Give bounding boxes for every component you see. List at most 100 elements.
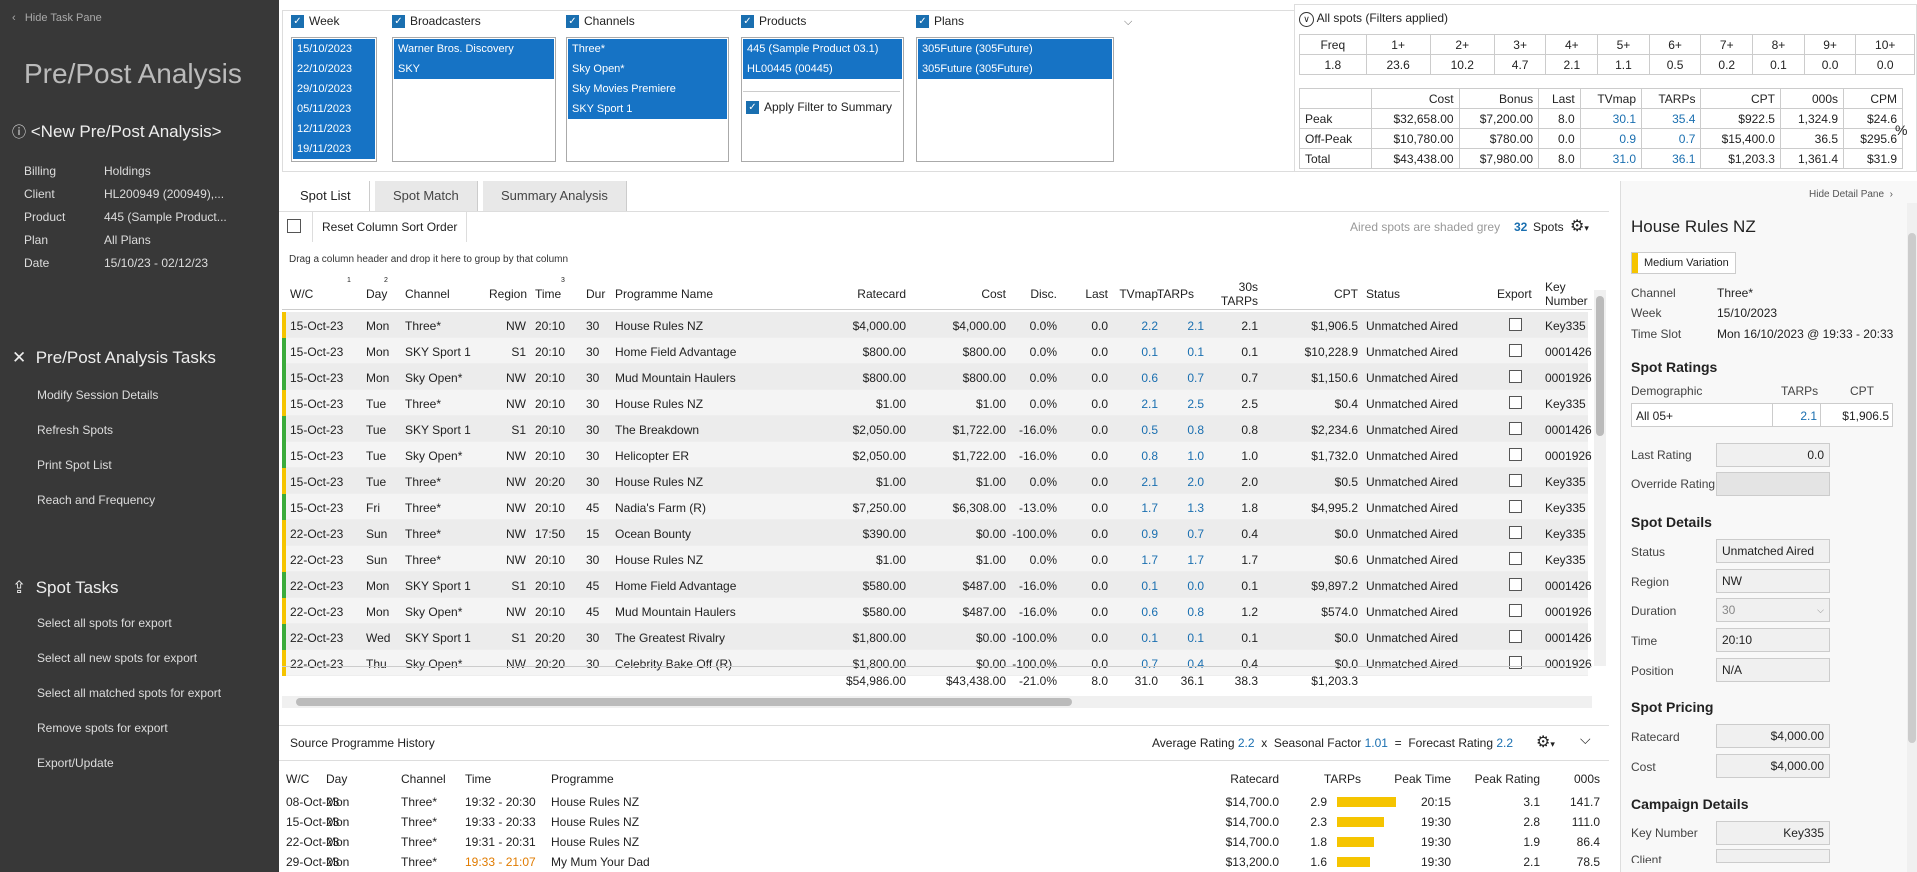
table-row[interactable]: 22-Oct-23 Thu Sky Open* NW 20:20 30 Celebrity … [282,650,1592,676]
export-checkbox[interactable] [1509,474,1522,487]
channels-filter-checkbox[interactable]: ✓ Channels [566,14,635,29]
tab-summary-analysis[interactable]: Summary Analysis [483,181,627,211]
plans-item[interactable]: 305Future (305Future) [918,59,1112,79]
column-header[interactable]: Time [535,287,562,301]
products-item[interactable]: 445 (Sample Product 03.1) [743,39,902,59]
export-checkbox[interactable] [1509,526,1522,539]
history-column-header[interactable]: Programme [551,772,614,786]
export-checkbox[interactable] [1509,422,1522,435]
column-header[interactable]: Disc. [1030,287,1057,301]
export-checkbox[interactable] [1509,500,1522,513]
channels-item[interactable]: Sky Open* [568,59,727,79]
task-link[interactable]: Print Spot List [37,458,112,472]
history-settings-icon[interactable]: ⚙▾ [1536,734,1555,751]
task-link[interactable]: Modify Session Details [37,388,159,402]
export-checkbox[interactable] [1509,448,1522,461]
history-column-header[interactable]: Ratecard [1230,772,1279,786]
column-header[interactable]: Programme Name [615,287,714,301]
column-header[interactable]: Dur [586,287,606,301]
hide-task-pane-button[interactable]: ‹ Hide Task Pane [12,12,102,24]
week-item[interactable]: 15/10/2023 [293,39,375,59]
column-header[interactable]: Status [1366,287,1401,301]
analysis-name[interactable]: ⓘ <New Pre/Post Analysis> [12,122,222,141]
column-header[interactable]: TVmap [1119,287,1158,301]
table-row[interactable]: 15-Oct-23 Mon Three* NW 20:10 30 House Rules N… [282,312,1588,338]
reset-sort-button[interactable]: Reset Column Sort Order [312,212,468,242]
products-filter-checkbox[interactable]: ✓ Products [741,14,806,29]
table-row[interactable]: 22-Oct-23 Wed SKY Sport 1 S1 20:20 30 The Grea… [282,624,1592,650]
history-column-header[interactable]: W/C [286,772,310,786]
collapse-history-icon[interactable]: ⌵ [1580,731,1591,747]
column-header[interactable]: Ratecard [857,287,906,301]
week-item[interactable]: 29/10/2023 [293,79,375,99]
export-checkbox[interactable] [1509,370,1522,383]
spot-task-link[interactable]: Remove spots for export [37,721,168,735]
channels-listbox[interactable]: Three* Sky Open* Sky Movies Premiere SKY Sp… [566,37,729,162]
export-checkbox[interactable] [1509,578,1522,591]
spot-task-link[interactable]: Select all matched spots for export [37,686,222,700]
percent-toggle[interactable]: % [1895,122,1908,138]
duration-select[interactable]: 30 ⌵ [1716,598,1830,622]
plans-filter-checkbox[interactable]: ✓ Plans [916,14,964,29]
week-item[interactable]: 22/10/2023 [293,59,375,79]
spot-task-link[interactable]: Select all new spots for export [37,651,198,665]
hide-detail-pane-button[interactable]: Hide Detail Pane › [1809,189,1893,200]
channels-item[interactable]: Three* [568,39,727,59]
export-checkbox[interactable] [1509,552,1522,565]
history-column-header[interactable]: Day [326,772,348,786]
history-column-header[interactable]: Time [465,772,492,786]
column-header[interactable]: Channel [405,287,450,301]
broadcasters-listbox[interactable]: Warner Bros. Discovery SKY [392,37,556,162]
table-row[interactable]: 22-Oct-23 Sun Three* NW 17:50 15 Ocean Bounty $… [282,520,1588,546]
channels-item[interactable]: SKY Sport 1 [568,99,727,119]
table-row[interactable]: 15-Oct-23 Tue Three* NW 20:10 30 House Rules N… [282,390,1588,416]
broadcasters-item[interactable]: SKY [394,59,554,79]
column-header[interactable]: Export [1497,287,1532,301]
table-row[interactable]: 15-Oct-23 Tue Sky Open* NW 20:10 30 Helicopter… [282,442,1592,468]
table-row[interactable]: 15-Oct-23 Tue Three* NW 20:20 30 House Rules N… [282,468,1588,494]
week-item[interactable]: 12/11/2023 [293,119,375,139]
table-row[interactable]: 15-Oct-23 Mon SKY Sport 1 S1 20:10 30 Home Fie… [282,338,1592,364]
broadcasters-item[interactable]: Warner Bros. Discovery [394,39,554,59]
table-row[interactable]: 22-Oct-23 Mon Sky Open* NW 20:10 45 Mud Mounta… [282,598,1592,624]
export-checkbox[interactable] [1509,318,1522,331]
column-header[interactable]: TARPs [1220,294,1258,308]
column-header[interactable]: Last [1085,287,1108,301]
table-row[interactable]: 15-Oct-23 Mon Sky Open* NW 20:10 30 Mud Mounta… [282,364,1592,390]
export-checkbox[interactable] [1509,656,1522,669]
history-column-header[interactable]: Peak Time [1394,772,1451,786]
history-column-header[interactable]: Peak Rating [1474,772,1540,786]
spot-task-link[interactable]: Export/Update [37,756,114,770]
override-rating-field[interactable] [1716,472,1830,496]
apply-filter-checkbox[interactable]: ✓ Apply Filter to Summary [746,100,892,115]
export-checkbox[interactable] [1509,344,1522,357]
collapse-filters-icon[interactable]: ⌵ [1124,16,1133,28]
history-row[interactable]: 29-Oct-23 Mon Three* 19:33 - 21:07 My Mum Yo… [282,852,1600,872]
grid-horizontal-scrollbar[interactable] [282,696,1592,708]
history-column-header[interactable]: TARPs [1323,772,1361,786]
export-checkbox[interactable] [1509,604,1522,617]
spot-task-link[interactable]: Select all spots for export [37,616,172,630]
column-header[interactable]: Cost [981,287,1006,301]
table-row[interactable]: 22-Oct-23 Sun Three* NW 20:10 30 House Rules N… [282,546,1588,572]
history-column-header[interactable]: 000s [1573,772,1600,786]
week-item[interactable]: 05/11/2023 [293,99,375,119]
table-row[interactable]: 22-Oct-23 Mon SKY Sport 1 S1 20:10 45 Home Fie… [282,572,1592,598]
grid-vertical-scrollbar[interactable] [1594,290,1606,666]
week-item[interactable]: 19/11/2023 [293,139,375,159]
cost-field[interactable]: $4,000.00 [1716,754,1830,778]
column-header[interactable]: 30s [1238,280,1258,294]
column-header[interactable]: W/C [290,287,314,301]
time-field[interactable]: 20:10 [1716,628,1830,652]
demographic-row[interactable]: All 05+ 2.1 $1,906.5 [1631,403,1893,427]
week-listbox[interactable]: 15/10/2023 22/10/2023 29/10/2023 05/11/2023… [291,37,377,162]
history-row[interactable]: 15-Oct-23 Mon Three* 19:33 - 20:33 House Rul… [282,812,1600,832]
products-listbox[interactable]: 445 (Sample Product 03.1) HL00445 (00445) [741,37,904,162]
task-link[interactable]: Reach and Frequency [37,493,156,507]
column-header[interactable]: Key [1545,280,1566,294]
history-column-header[interactable]: Channel [401,772,446,786]
week-filter-checkbox[interactable]: ✓ Week [291,14,339,29]
task-link[interactable]: Refresh Spots [37,423,114,437]
detail-scrollbar[interactable] [1907,203,1917,872]
table-row[interactable]: 15-Oct-23 Fri Three* NW 20:10 45 Nadia's Farm … [282,494,1588,520]
